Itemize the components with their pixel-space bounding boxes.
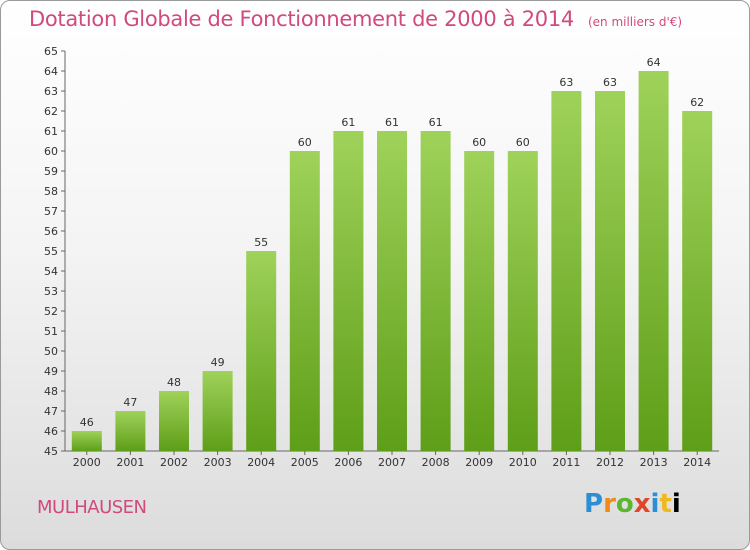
chart-title: Dotation Globale de Fonctionnement de 20… xyxy=(29,7,682,31)
bar xyxy=(289,151,320,451)
x-tick-label: 2002 xyxy=(160,456,188,469)
y-tick-label: 60 xyxy=(44,145,58,158)
bar xyxy=(115,411,146,451)
y-tick-label: 54 xyxy=(44,265,58,278)
y-tick-label: 52 xyxy=(44,305,58,318)
x-tick-label: 2003 xyxy=(204,456,232,469)
x-tick-label: 2005 xyxy=(291,456,319,469)
y-tick-label: 53 xyxy=(44,285,58,298)
y-tick-label: 51 xyxy=(44,325,58,338)
bar xyxy=(159,391,189,451)
x-tick-label: 2007 xyxy=(378,456,406,469)
x-tick-label: 2013 xyxy=(640,456,668,469)
x-tick-label: 2012 xyxy=(596,456,624,469)
bar-value-label: 64 xyxy=(647,56,661,69)
bar xyxy=(551,91,582,451)
bar-value-label: 60 xyxy=(298,136,312,149)
bar-value-label: 49 xyxy=(211,356,225,369)
chart-unit: (en milliers d'€) xyxy=(587,15,683,29)
y-tick-label: 50 xyxy=(44,345,58,358)
y-tick-label: 56 xyxy=(44,225,58,238)
x-tick-label: 2009 xyxy=(465,456,493,469)
y-tick-label: 45 xyxy=(44,445,58,458)
y-tick-label: 48 xyxy=(44,385,58,398)
x-tick-label: 2006 xyxy=(334,456,362,469)
y-tick-label: 58 xyxy=(44,185,58,198)
bar-value-label: 61 xyxy=(385,116,399,129)
bar-value-label: 62 xyxy=(690,96,704,109)
bar xyxy=(682,111,713,451)
bar-value-label: 61 xyxy=(341,116,355,129)
y-tick-label: 59 xyxy=(44,165,58,178)
bar xyxy=(202,371,233,451)
y-tick-label: 47 xyxy=(44,405,58,418)
y-tick-label: 65 xyxy=(44,45,58,58)
bar-value-label: 60 xyxy=(516,136,530,149)
bar xyxy=(638,71,669,451)
y-tick-label: 49 xyxy=(44,365,58,378)
y-tick-label: 64 xyxy=(44,65,58,78)
bar xyxy=(71,431,102,451)
bar-value-label: 61 xyxy=(429,116,443,129)
proxiti-logo: Proxiti xyxy=(584,489,681,519)
x-tick-label: 2001 xyxy=(116,456,144,469)
y-tick-label: 61 xyxy=(44,125,58,138)
bar xyxy=(246,251,277,451)
bar xyxy=(333,131,364,451)
bar-value-label: 46 xyxy=(80,416,94,429)
x-tick-label: 2008 xyxy=(422,456,450,469)
bar-value-label: 48 xyxy=(167,376,181,389)
y-tick-label: 46 xyxy=(44,425,58,438)
bar xyxy=(595,91,625,451)
y-tick-label: 55 xyxy=(44,245,58,258)
bar xyxy=(464,151,495,451)
bar-value-label: 47 xyxy=(123,396,137,409)
x-tick-label: 2010 xyxy=(509,456,537,469)
x-tick-label: 2014 xyxy=(683,456,711,469)
bar-value-label: 55 xyxy=(254,236,268,249)
x-tick-label: 2011 xyxy=(552,456,580,469)
y-tick-label: 62 xyxy=(44,105,58,118)
chart-title-text: Dotation Globale de Fonctionnement de 20… xyxy=(29,7,574,31)
y-tick-label: 63 xyxy=(44,85,58,98)
commune-name: MULHAUSEN xyxy=(37,497,147,518)
bar-value-label: 63 xyxy=(559,76,573,89)
bar-value-label: 63 xyxy=(603,76,617,89)
bar xyxy=(377,131,407,451)
y-tick-label: 57 xyxy=(44,205,58,218)
x-tick-label: 2000 xyxy=(73,456,101,469)
bar xyxy=(420,131,451,451)
bar xyxy=(507,151,538,451)
bar-value-label: 60 xyxy=(472,136,486,149)
x-tick-label: 2004 xyxy=(247,456,275,469)
